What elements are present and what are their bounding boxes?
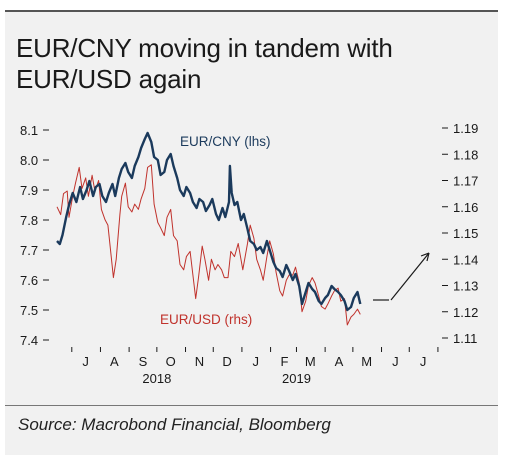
- right-axis: 1.19 1.18 1.17 1.16 1.15 1.14 1.13 1.12 1.11: [442, 121, 478, 346]
- left-tick-label: 7.4: [20, 333, 38, 348]
- series-line-eurcny: [56, 131, 362, 312]
- legend-label-eurcny: EUR/CNY (lhs): [180, 134, 271, 149]
- source-divider: [5, 405, 498, 406]
- source-note: Source: Macrobond Financial, Bloomberg: [18, 415, 331, 434]
- x-tick-label: S: [139, 354, 148, 369]
- legend-label-eurusd: EUR/USD (rhs): [160, 312, 252, 327]
- x-tick-label: M: [305, 354, 316, 369]
- x-tick-label: J: [82, 354, 89, 369]
- chart-title: EUR/CNY moving in tandem with EUR/USD ag…: [16, 33, 393, 94]
- right-tick-label: 1.15: [453, 226, 478, 241]
- left-tick-label: 7.8: [20, 213, 38, 228]
- x-tick-label: O: [166, 354, 176, 369]
- left-tick-label: 7.5: [20, 303, 38, 318]
- x-axis: J A S O N D J F M A M J J 2018 2019: [71, 347, 439, 386]
- right-tick-label: 1.12: [453, 305, 478, 320]
- x-year-label: 2019: [282, 371, 311, 386]
- top-rule: [5, 10, 498, 12]
- series-line-eurusd: [56, 164, 361, 326]
- x-tick-label: J: [392, 354, 399, 369]
- right-tick-label: 1.17: [453, 174, 478, 189]
- line-chart: 8.18.07.97.87.77.67.57.4 1.191.181.171.1…: [20, 121, 478, 386]
- arrow-head: [420, 252, 430, 262]
- left-tick-label: 8.1: [20, 123, 38, 138]
- left-tick-label: 8.0: [20, 153, 38, 168]
- x-tick-label: A: [110, 354, 119, 369]
- left-tick-label: 7.7: [20, 243, 38, 258]
- x-tick-label: J: [253, 354, 260, 369]
- arrow-shaft: [390, 252, 430, 301]
- trend-arrow-annotation: [373, 252, 430, 301]
- right-tick-label: 1.11: [453, 331, 477, 346]
- right-tick-label: 1.13: [453, 279, 478, 294]
- right-tick-label: 1.14: [453, 252, 478, 267]
- chart-frame: EUR/CNY moving in tandem with EUR/USD ag…: [5, 10, 498, 455]
- x-tick-label: J: [420, 354, 427, 369]
- x-tick-label: F: [280, 354, 288, 369]
- x-year-label: 2018: [142, 371, 171, 386]
- left-tick-label: 7.6: [20, 273, 38, 288]
- x-tick-label: A: [335, 354, 344, 369]
- left-axis: 8.1 8.0 7.9 7.8 7.7 7.6 7.5 7.4: [20, 123, 49, 348]
- right-tick-label: 1.18: [453, 147, 478, 162]
- x-tick-label: D: [222, 354, 231, 369]
- x-tick-label: M: [361, 354, 372, 369]
- x-tick-label: N: [195, 354, 204, 369]
- left-tick-label: 7.9: [20, 183, 38, 198]
- right-tick-label: 1.19: [453, 121, 478, 136]
- right-tick-label: 1.16: [453, 200, 478, 215]
